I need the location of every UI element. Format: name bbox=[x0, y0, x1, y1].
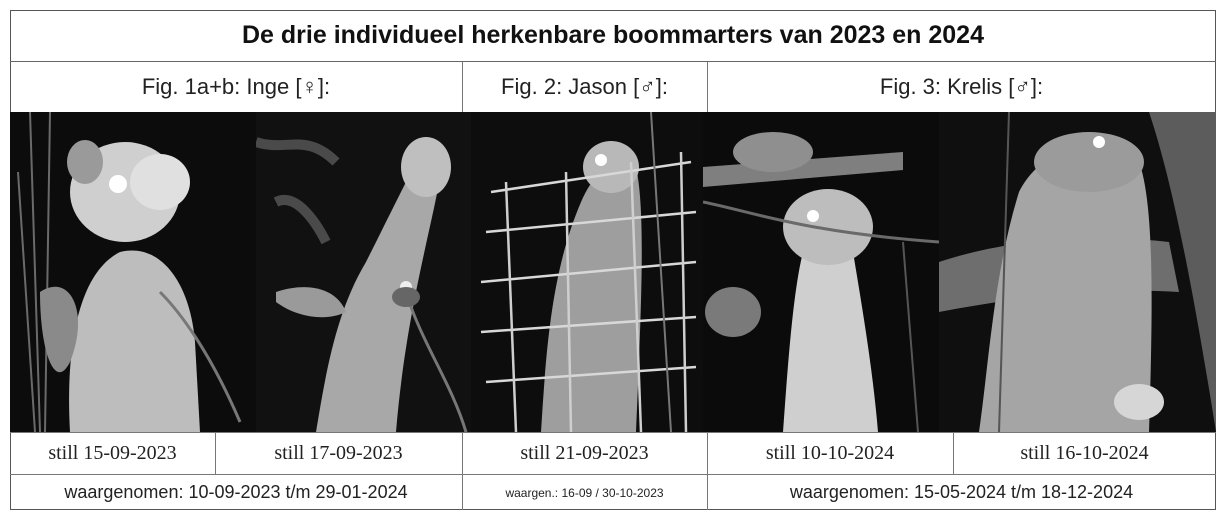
photo-krelis-1 bbox=[703, 112, 939, 432]
photo-inge-1 bbox=[10, 112, 256, 432]
divider bbox=[707, 62, 708, 112]
photo-krelis-2 bbox=[939, 112, 1216, 432]
still-caption-3: still 21-09-2023 bbox=[462, 432, 707, 474]
still-caption-5: still 16-10-2024 bbox=[953, 432, 1216, 474]
table-title: De drie individueel herkenbare boommarte… bbox=[10, 10, 1216, 62]
divider bbox=[462, 62, 463, 112]
observed-inge: waargenomen: 10-09-2023 t/m 29-01-2024 bbox=[10, 474, 462, 510]
still-caption-2: still 17-09-2023 bbox=[215, 432, 462, 474]
photo-strip bbox=[10, 112, 1216, 432]
photo-jason bbox=[471, 112, 703, 432]
observed-jason: waargen.: 16-09 / 30-10-2023 bbox=[462, 474, 707, 510]
still-caption-1: still 15-09-2023 bbox=[10, 432, 215, 474]
photo-inge-2 bbox=[256, 112, 471, 432]
still-caption-4: still 10-10-2024 bbox=[707, 432, 953, 474]
divider bbox=[953, 432, 954, 474]
divider bbox=[215, 432, 216, 474]
header-krelis: Fig. 3: Krelis [♂]: bbox=[879, 73, 1044, 99]
divider bbox=[462, 432, 463, 510]
header-jason: Fig. 2: Jason [♂]: bbox=[501, 73, 668, 99]
divider bbox=[707, 432, 708, 510]
header-inge: Fig. 1a+b: Inge [♀]: bbox=[141, 73, 331, 99]
observed-krelis: waargenomen: 15-05-2024 t/m 18-12-2024 bbox=[707, 474, 1216, 510]
